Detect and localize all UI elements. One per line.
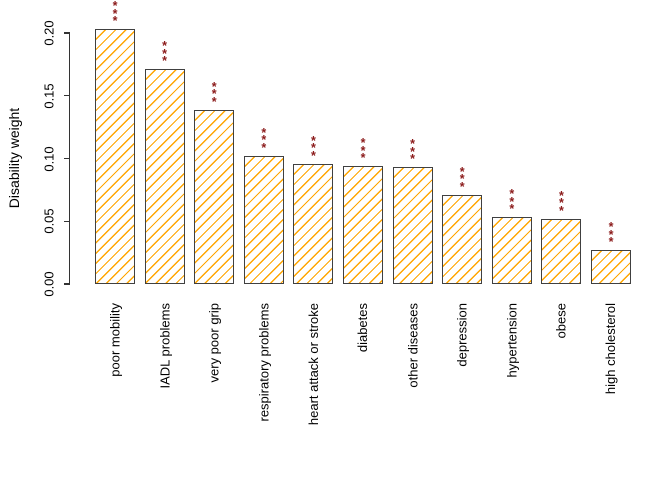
star-glyph: * [558, 188, 564, 203]
x-axis-label-text: heart attack or stroke [305, 303, 321, 426]
x-axis-label-text: other diseases [405, 303, 421, 388]
y-axis-tick-label: 0.00 [41, 271, 57, 297]
bar [95, 29, 135, 284]
star-glyph: * [211, 87, 217, 102]
y-axis-tick [64, 220, 70, 222]
star-glyph: * [509, 187, 515, 202]
star-glyph: * [211, 94, 217, 109]
bar [243, 155, 284, 284]
significance-stars: * * * [558, 188, 564, 218]
star-glyph: * [459, 172, 465, 187]
y-axis-tick [64, 32, 70, 34]
significance-stars: * * * [459, 164, 465, 194]
star-glyph: * [558, 203, 564, 218]
y-axis-title: Disability weight [6, 107, 22, 209]
star-glyph: * [410, 137, 416, 152]
star-glyph: * [261, 125, 267, 140]
star-glyph: * [360, 143, 366, 158]
significance-stars: * * * [608, 220, 614, 250]
x-axis-label-text: respiratory problems [256, 303, 272, 422]
star-glyph: * [558, 196, 564, 211]
bar [541, 218, 582, 284]
bar [293, 163, 334, 284]
significance-stars: * * * [162, 39, 168, 69]
x-axis-label-text: IADL problems [157, 303, 173, 389]
star-glyph: * [310, 133, 316, 148]
star-glyph: * [608, 235, 614, 250]
bar [144, 69, 185, 284]
star-glyph: * [261, 133, 267, 148]
y-axis-tick [64, 157, 70, 160]
star-glyph: * [459, 179, 465, 194]
bar [491, 217, 532, 284]
y-axis-tick [64, 95, 70, 97]
significance-stars: * * * [261, 125, 267, 155]
star-glyph: * [509, 194, 515, 209]
star-glyph: * [310, 148, 316, 163]
significance-stars: * * * [360, 136, 366, 166]
star-glyph: * [310, 141, 316, 156]
bar [591, 250, 631, 284]
star-glyph: * [162, 39, 168, 54]
y-axis-tick-label: 0.15 [41, 83, 57, 109]
significance-stars: * * * [211, 79, 217, 109]
bar [442, 194, 483, 284]
star-glyph: * [162, 46, 168, 61]
significance-stars: * * * [410, 137, 416, 167]
star-glyph: * [112, 6, 118, 21]
y-axis-tick [64, 283, 70, 285]
star-glyph: * [608, 220, 614, 235]
star-glyph: * [360, 136, 366, 151]
y-axis-tick-label: 0.20 [41, 20, 57, 46]
x-axis-label-text: hypertension [504, 303, 520, 378]
y-axis-tick-label: 0.10 [41, 145, 57, 172]
significance-stars: * * * [310, 133, 316, 163]
star-glyph: * [211, 79, 217, 94]
bar [392, 167, 433, 284]
x-axis-label-text: high cholesterol [603, 303, 619, 395]
star-glyph: * [360, 151, 366, 166]
star-glyph: * [112, 14, 118, 29]
significance-stars: * * * [509, 187, 515, 217]
star-glyph: * [112, 0, 118, 14]
y-axis-tick-label: 0.05 [41, 208, 57, 234]
x-axis-label-text: obese [553, 303, 569, 339]
star-glyph: * [509, 202, 515, 217]
x-axis-label-text: very poor grip [206, 303, 222, 383]
star-glyph: * [410, 144, 416, 159]
x-axis-label-text: diabetes [355, 303, 371, 353]
bar [194, 109, 235, 284]
x-axis-label-text: poor mobility [107, 303, 123, 377]
bar [343, 166, 383, 284]
star-glyph: * [459, 164, 465, 179]
star-glyph: * [162, 54, 168, 69]
star-glyph: * [261, 140, 267, 155]
x-axis-label-text: depression [454, 303, 470, 367]
star-glyph: * [410, 152, 416, 167]
star-glyph: * [608, 227, 614, 242]
significance-stars: * * * [112, 0, 118, 29]
